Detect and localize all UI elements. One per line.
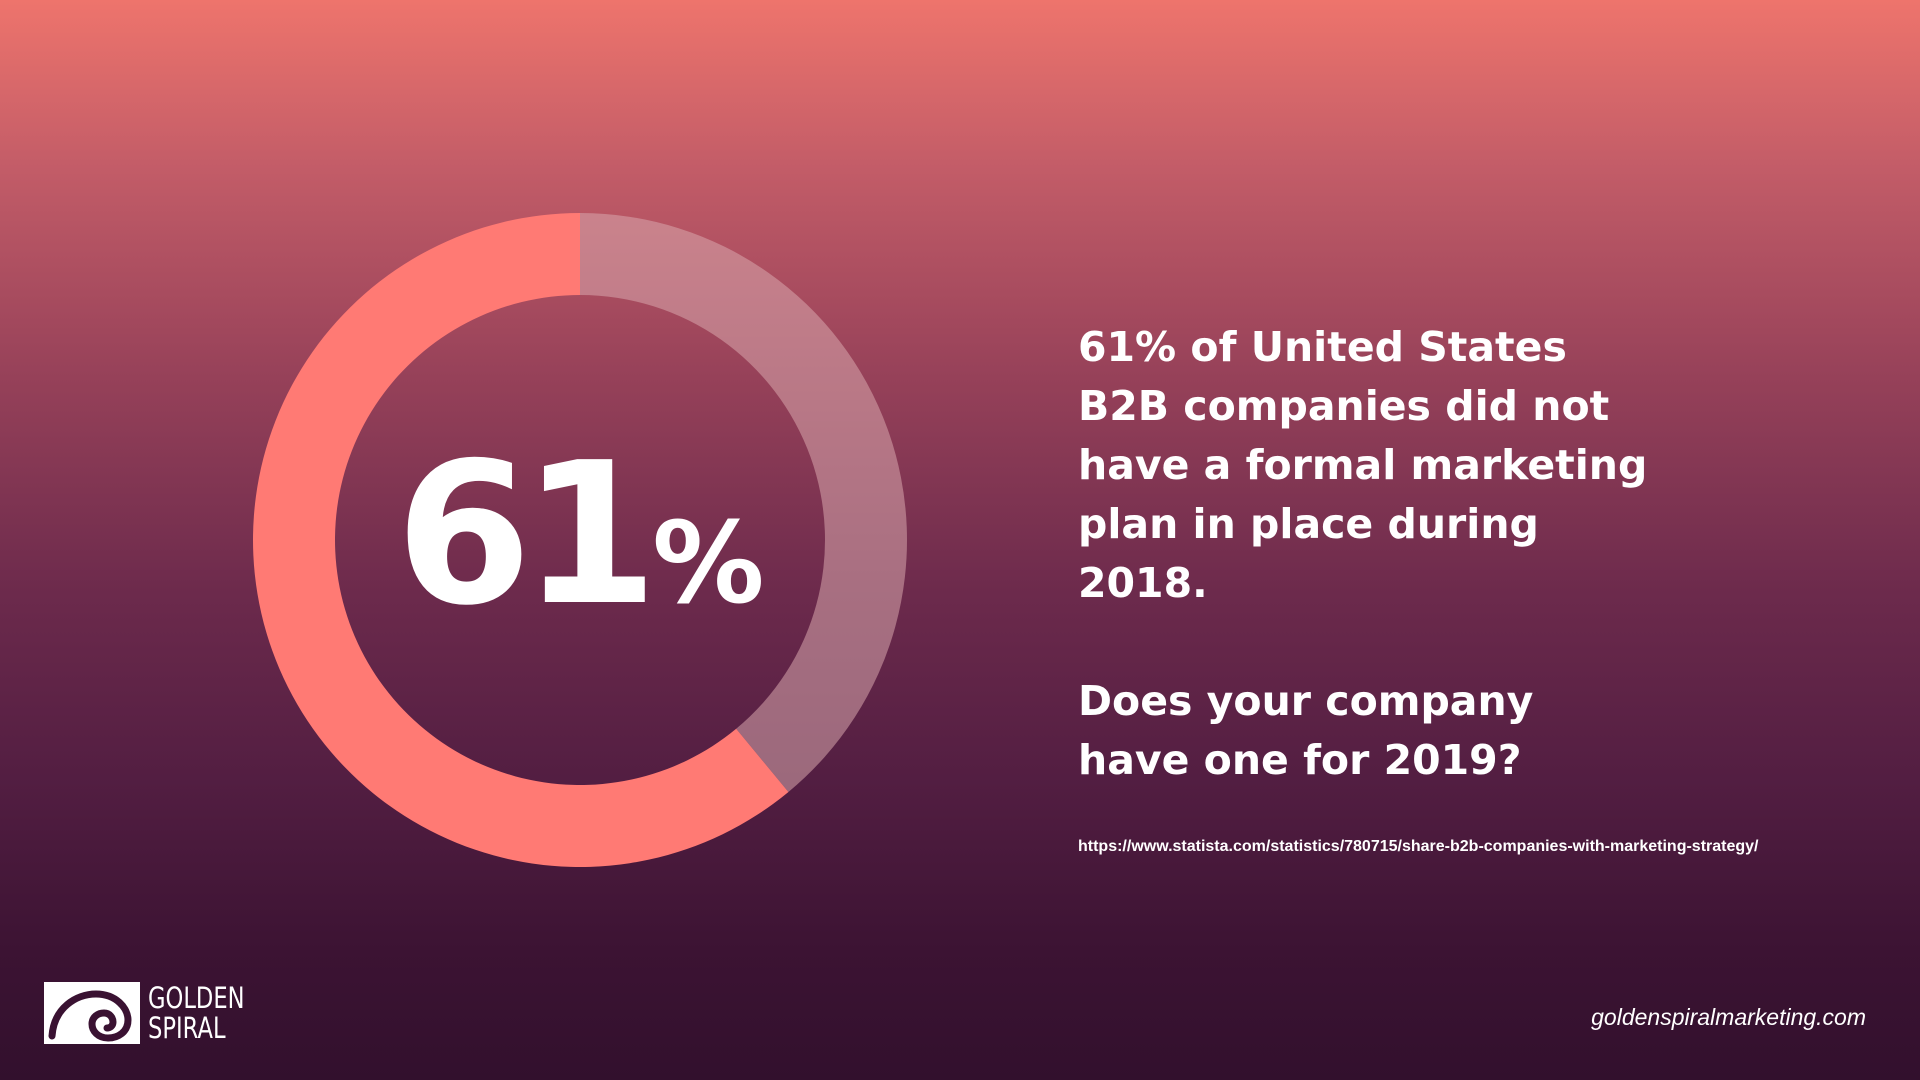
stat-text-block: 61% of United States B2B companies did n… (1078, 318, 1698, 790)
donut-slices (252, 213, 908, 867)
source-link: https://www.statista.com/statistics/7807… (1078, 838, 1759, 855)
donut-slice-remainder (580, 213, 908, 792)
stat-line: B2B companies did not (1078, 382, 1610, 430)
logo-line-golden: GOLDEN (148, 981, 245, 1015)
stat-line: have a formal marketing (1078, 441, 1648, 489)
stat-line: 61% of United States (1078, 323, 1567, 371)
donut-chart: 61% (252, 213, 908, 867)
center-percentage: 61% (396, 421, 765, 649)
golden-spiral-logo: GOLDEN SPIRAL (44, 982, 272, 1044)
logo-wordmark: GOLDEN SPIRAL (148, 983, 245, 1043)
center-percentage-symbol: % (652, 499, 764, 629)
stat-statement: 61% of United States B2B companies did n… (1078, 318, 1698, 613)
logo-line-spiral: SPIRAL (148, 1011, 226, 1045)
stat-line: 2018. (1078, 559, 1208, 607)
spiral-logo-icon (44, 982, 140, 1044)
stat-line: plan in place during (1078, 500, 1539, 548)
question-line: Does your company (1078, 677, 1534, 725)
donut-slice-61-percent (252, 213, 789, 867)
center-percentage-number: 61 (396, 421, 649, 649)
question-line: have one for 2019? (1078, 736, 1522, 784)
website-url: goldenspiralmarketing.com (1591, 1004, 1866, 1030)
stat-question: Does your company have one for 2019? (1078, 672, 1698, 790)
